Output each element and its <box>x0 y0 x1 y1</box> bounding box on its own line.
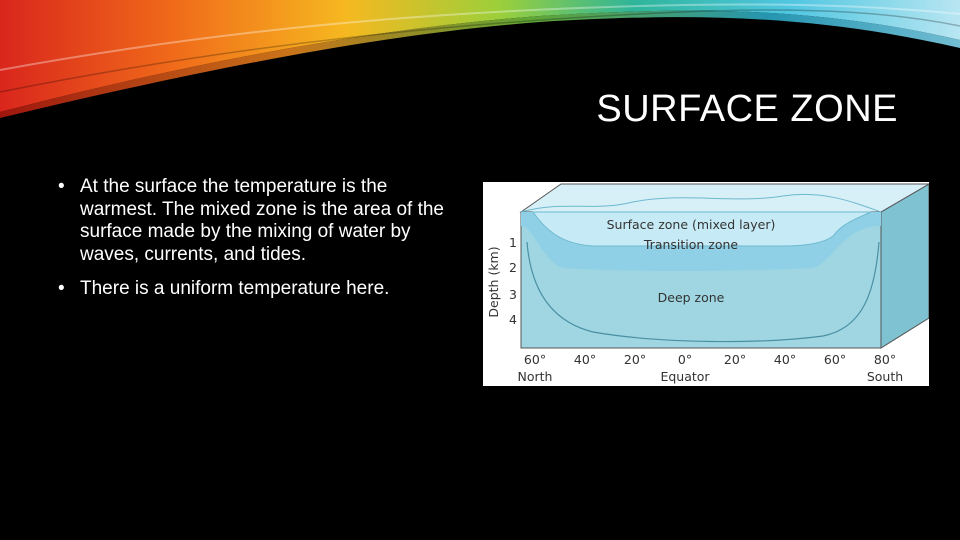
depth-tick: 3 <box>509 287 517 302</box>
latitude-tick: 20° <box>624 352 646 367</box>
depth-tick: 4 <box>509 312 517 327</box>
latitude-tick: 0° <box>678 352 692 367</box>
bullet-glyph: • <box>58 176 65 197</box>
label-transition-zone: Transition zone <box>643 237 739 252</box>
label-surface-zone: Surface zone (mixed layer) <box>607 217 776 232</box>
ocean-zone-diagram: Surface zone (mixed layer) Transition zo… <box>483 182 929 386</box>
depth-axis-label: Depth (km) <box>486 246 501 317</box>
label-deep-zone: Deep zone <box>658 290 725 305</box>
slide-title: SURFACE ZONE <box>596 88 898 130</box>
latitude-tick: 80° <box>874 352 896 367</box>
latitude-tick: 40° <box>774 352 796 367</box>
bullet-text: At the surface the temperature is the wa… <box>80 176 444 265</box>
bullet-text: There is a uniform temperature here. <box>80 278 390 299</box>
latitude-label-north: North <box>518 369 553 384</box>
surface-zone-area <box>532 211 872 247</box>
bullet-item: • There is a uniform temperature here. <box>58 278 468 301</box>
deep-boundary-line <box>526 241 880 343</box>
depth-tick: 2 <box>509 260 517 275</box>
latitude-tick: 20° <box>724 352 746 367</box>
bullet-item: • At the surface the temperature is the … <box>58 176 468 266</box>
block-right-side <box>880 183 929 349</box>
latitude-tick: 60° <box>524 352 546 367</box>
latitude-tick: 40° <box>574 352 596 367</box>
decorative-swoosh <box>0 0 960 119</box>
surface-wave-line <box>520 193 882 213</box>
latitude-tick: 60° <box>824 352 846 367</box>
bullet-list: • At the surface the temperature is the … <box>58 176 468 313</box>
latitude-label-south: South <box>867 369 903 384</box>
depth-tick: 1 <box>509 235 517 250</box>
bullet-glyph: • <box>58 278 65 299</box>
latitude-label-equator: Equator <box>660 369 710 384</box>
